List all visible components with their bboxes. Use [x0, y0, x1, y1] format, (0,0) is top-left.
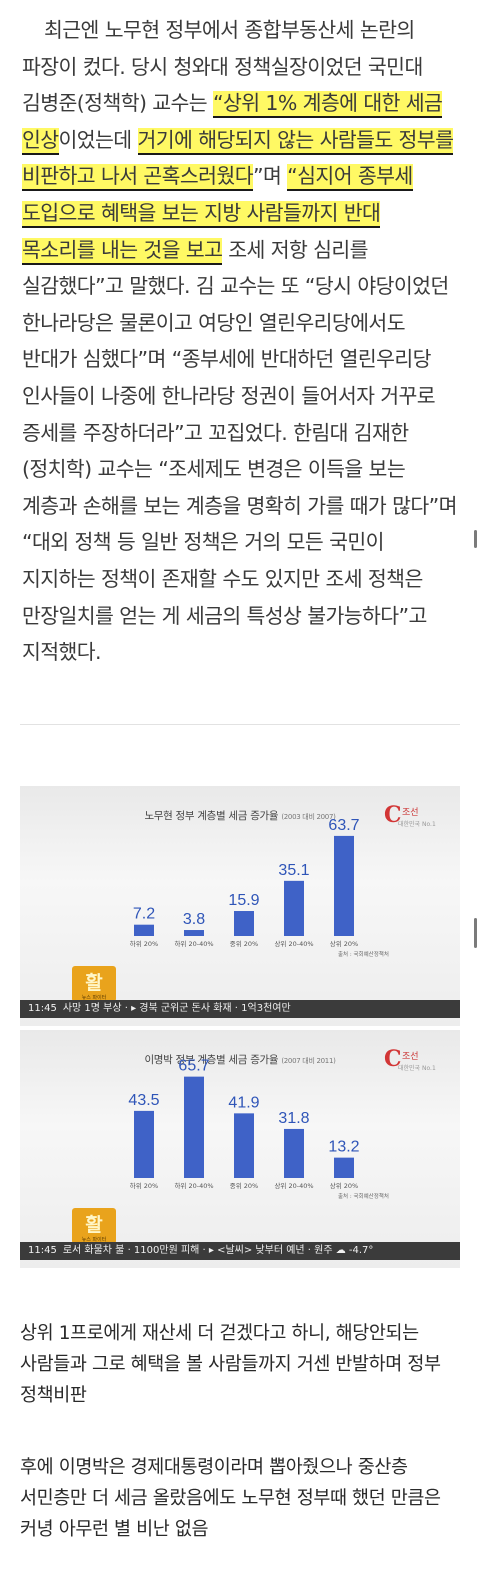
news-ticker: 11:45 로서 화물차 불 · 1100만원 피해 · ▸ <날씨> 낮부터 예… [20, 1242, 460, 1260]
category-label: 상위 20% [330, 939, 358, 948]
page-scrollbar-mark [474, 530, 477, 548]
badge-glyph: 활 [85, 972, 103, 994]
chart-bar [334, 835, 354, 936]
bar-chart: 7.2 하위 20% 3.8 하위 20-40% 15.9 중위 20% 35.1 상위 20… [130, 817, 389, 958]
user-comment-2: 후에 이명박은 경제대통령이라며 뽑아줬으나 중산층 서민층만 더 세금 올랐음… [20, 1457, 441, 1540]
broadcaster-logo: C 조선 대한민국 No.1 [384, 1046, 446, 1074]
logo-c-icon: C [384, 1046, 402, 1072]
chart-bar [284, 880, 304, 936]
bar-value-label: 7.2 [133, 906, 155, 923]
article-text: 최근엔 노무현 정부에서 종합부동산세 논란의 파장이 컸다. 당시 청와대 정… [22, 18, 423, 116]
logo-name: 조선 [402, 1052, 419, 1062]
logo-c-icon: C [384, 802, 402, 828]
news-ticker: 11:45 사망 1명 부상 · ▸ 경북 군위군 돈사 화재 · 1억3천여만 [20, 1000, 460, 1018]
chart-title-text: 노무현 정부 계층별 세금 증가율 [144, 810, 279, 822]
category-label: 중위 20% [230, 940, 258, 948]
chart-bar [284, 1128, 304, 1178]
chart-title-text: 이명박 정부 계층별 세금 증가율 [144, 1054, 279, 1066]
news-badge: 활 뉴스 파이터 [72, 1208, 116, 1244]
user-comment-1: 상위 1프로에게 재산세 더 걷겠다고 하니, 해당안되는 사람들과 그로 혜택… [20, 1323, 441, 1406]
article-paragraph: 최근엔 노무현 정부에서 종합부동산세 논란의 파장이 컸다. 당시 청와대 정… [22, 12, 458, 671]
bar-value-label: 15.9 [228, 892, 259, 909]
category-label: 상위 20-40% [274, 939, 313, 948]
category-label: 하위 20% [130, 1181, 158, 1190]
badge-glyph: 활 [85, 1214, 103, 1236]
bar-value-label: 35.1 [278, 862, 309, 879]
chart-bar [134, 924, 154, 936]
ticker-text: 사망 1명 부상 · ▸ 경북 군위군 돈사 화재 · 1억3천여만 [62, 1003, 291, 1014]
ticker-time: 11:45 [28, 1245, 57, 1256]
article-text: 조세 저항 심리를 실감했다”고 말했다. 김 교수는 또 “당시 야당이었던 … [22, 237, 458, 665]
chart-subtitle: (2007 대비 2011) [281, 1057, 336, 1065]
category-label: 상위 20% [330, 1181, 358, 1190]
logo-name: 조선 [402, 808, 419, 818]
bar-value-label: 31.8 [278, 1110, 309, 1127]
bar-value-label: 65.7 [178, 1058, 209, 1075]
chart-source: 출처 : 국회예산정책처 [338, 1192, 389, 1200]
chart-bar [234, 1113, 254, 1178]
badge-sub: 뉴스 파이터 [81, 1237, 107, 1243]
news-badge: 활 뉴스 파이터 [72, 966, 116, 1002]
logo-sub: 대한민국 No.1 [398, 1065, 436, 1072]
badge-sub: 뉴스 파이터 [81, 995, 107, 1001]
chart-bar [134, 1110, 154, 1178]
chart-subtitle: (2003 대비 2007) [281, 813, 336, 821]
chart-bar [334, 1157, 354, 1178]
broadcaster-logo: C 조선 대한민국 No.1 [384, 802, 446, 830]
bar-value-label: 43.5 [128, 1092, 159, 1109]
bar-value-label: 63.7 [328, 817, 359, 834]
logo-sub: 대한민국 No.1 [398, 821, 436, 828]
bar-value-label: 3.8 [183, 911, 205, 928]
bar-value-label: 13.2 [328, 1139, 359, 1156]
chart-bar [184, 930, 204, 936]
article-text: 이었는데 [58, 127, 138, 152]
bar-value-label: 41.9 [228, 1094, 259, 1111]
ticker-text: 로서 화물차 불 · 1100만원 피해 · ▸ <날씨> 낮부터 예년 · 원… [62, 1245, 374, 1256]
category-label: 상위 20-40% [274, 1181, 313, 1190]
category-label: 중위 20% [230, 1182, 258, 1190]
chart-title: 노무현 정부 계층별 세금 증가율 (2003 대비 2007) [20, 808, 460, 823]
chart-title: 이명박 정부 계층별 세금 증가율 (2007 대비 2011) [20, 1052, 460, 1067]
section-divider [20, 724, 460, 725]
broadcast-chart-roh: 노무현 정부 계층별 세금 증가율 (2003 대비 2007) C 조선 대한… [20, 786, 460, 1026]
category-label: 하위 20-40% [174, 1181, 213, 1190]
page-scrollbar-mark [474, 918, 477, 948]
category-label: 하위 20% [130, 939, 158, 948]
ticker-time: 11:45 [28, 1003, 57, 1014]
chart-bar [234, 911, 254, 936]
chart-bar [184, 1076, 204, 1178]
article-text: ”며 [252, 164, 288, 189]
category-label: 하위 20-40% [174, 939, 213, 948]
bar-chart: 43.5 하위 20% 65.7 하위 20-40% 41.9 중위 20% 31.8 상위 … [128, 1058, 389, 1200]
chart-source: 출처 : 국회예산정책처 [338, 950, 389, 958]
broadcast-chart-lee: 이명박 정부 계층별 세금 증가율 (2007 대비 2011) C 조선 대한… [20, 1030, 460, 1268]
article-body: 최근엔 노무현 정부에서 종합부동산세 논란의 파장이 컸다. 당시 청와대 정… [22, 12, 458, 671]
